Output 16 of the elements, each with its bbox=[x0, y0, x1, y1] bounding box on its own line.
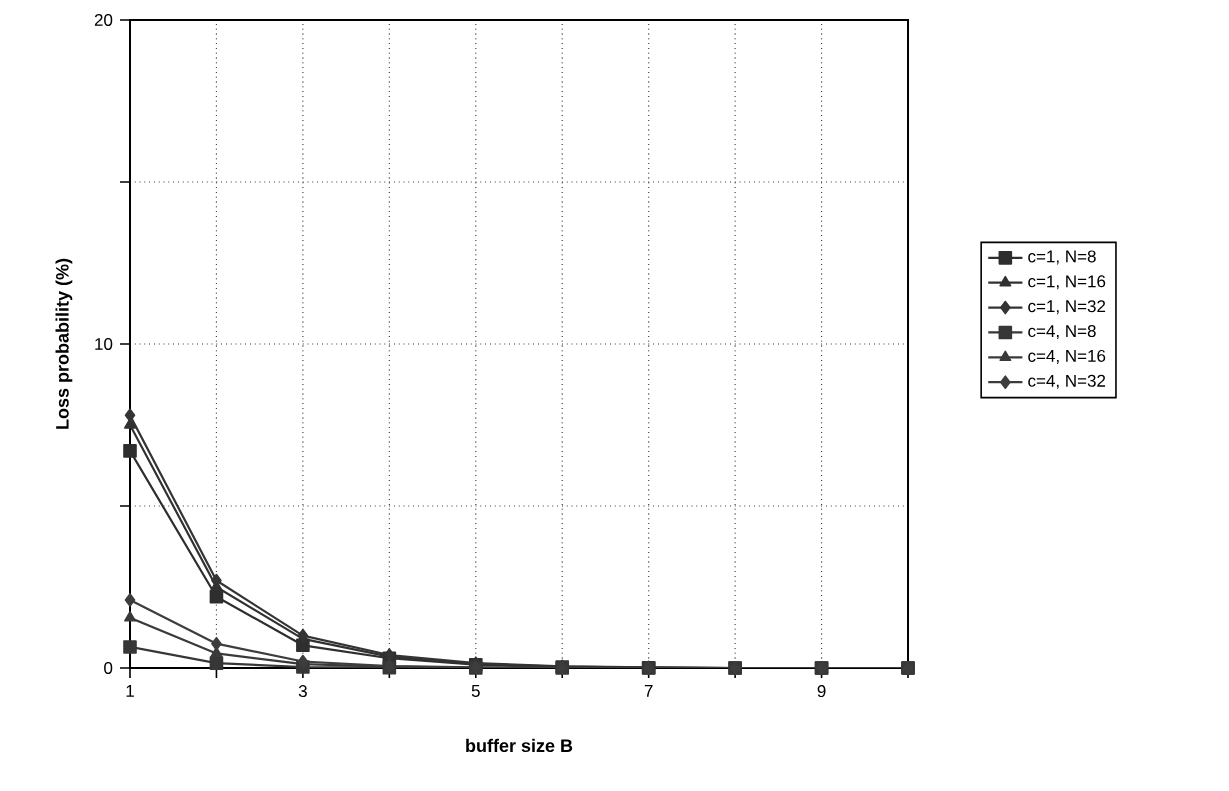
x-tick-label: 1 bbox=[126, 685, 134, 697]
legend-label: c=1, N=32 bbox=[1028, 300, 1106, 315]
legend-label: c=1, N=16 bbox=[1028, 275, 1106, 290]
y-tick-label: 10 bbox=[95, 337, 113, 350]
legend-label: c=4, N=16 bbox=[1028, 349, 1106, 364]
y-axis-title: Loss probability (%) bbox=[55, 258, 73, 429]
x-axis-title: buffer size B bbox=[466, 738, 573, 753]
x-tick-label: 5 bbox=[471, 685, 480, 697]
x-tick-label: 7 bbox=[644, 685, 653, 697]
legend-label: c=4, N=32 bbox=[1028, 374, 1106, 389]
x-tick-label: 9 bbox=[817, 685, 826, 698]
y-tick-label: 0 bbox=[104, 661, 113, 675]
legend-label: c=4, N=8 bbox=[1028, 325, 1096, 340]
y-tick-label: 20 bbox=[94, 13, 113, 26]
x-tick-label: 3 bbox=[298, 685, 307, 698]
legend-label: c=1, N=8 bbox=[1028, 250, 1096, 265]
